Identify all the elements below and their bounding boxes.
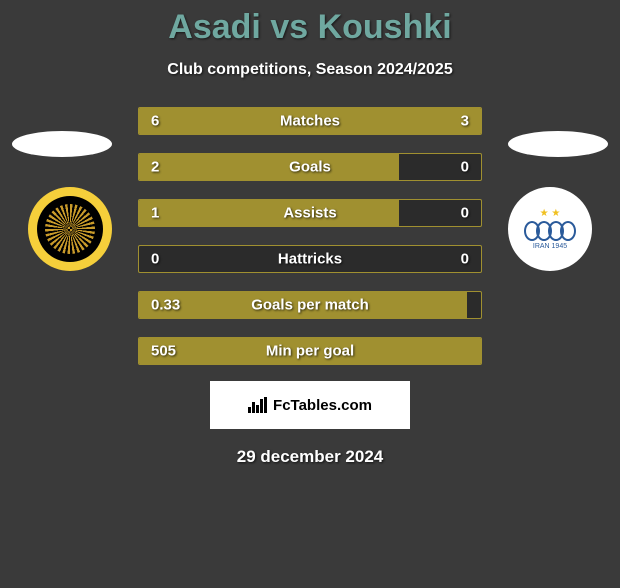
stat-label: Min per goal — [266, 343, 354, 360]
club-badge-right-stars: ★ ★ — [540, 208, 561, 219]
stat-value-left: 6 — [151, 113, 159, 130]
stats-container: 6 3 Matches 2 0 Goals 1 0 Assists 0 0 Hattricks 0.33… — [138, 107, 482, 365]
player-left-ellipse — [12, 131, 112, 157]
club-badge-left-inner: ܘܘ — [37, 196, 103, 262]
stat-bar-left — [139, 154, 399, 180]
stat-value-left: 505 — [151, 343, 176, 360]
stat-row: 6 3 Matches — [138, 107, 482, 135]
stat-label: Hattricks — [278, 251, 342, 268]
club-badge-right: ★ ★ IRAN 1945 — [508, 187, 592, 271]
footer-brand-text: FcTables.com — [273, 397, 372, 414]
stat-value-left: 0.33 — [151, 297, 180, 314]
stat-row: 2 0 Goals — [138, 153, 482, 181]
stat-value-right: 3 — [461, 113, 469, 130]
stat-row: 0.33 Goals per match — [138, 291, 482, 319]
stat-value-right: 0 — [461, 205, 469, 222]
stat-row: 505 Min per goal — [138, 337, 482, 365]
stat-label: Goals per match — [251, 297, 369, 314]
footer-brand-box: FcTables.com — [210, 381, 410, 429]
stat-value-left: 0 — [151, 251, 159, 268]
stat-bar-left — [139, 200, 399, 226]
page-title: Asadi vs Koushki — [0, 8, 620, 47]
stat-label: Assists — [283, 205, 336, 222]
stat-label: Matches — [280, 113, 340, 130]
player-right-ellipse — [508, 131, 608, 157]
club-badge-left: ܘܘ — [28, 187, 112, 271]
stat-row: 0 0 Hattricks — [138, 245, 482, 273]
page-subtitle: Club competitions, Season 2024/2025 — [0, 61, 620, 79]
club-badge-left-rays — [45, 204, 95, 254]
stat-value-left: 2 — [151, 159, 159, 176]
club-badge-right-text: IRAN 1945 — [533, 243, 567, 250]
chart-icon — [248, 397, 267, 413]
stat-row: 1 0 Assists — [138, 199, 482, 227]
footer-date: 29 december 2024 — [0, 447, 620, 467]
stat-label: Goals — [289, 159, 331, 176]
ring-icon — [560, 221, 576, 241]
stat-value-right: 0 — [461, 159, 469, 176]
club-badge-right-rings — [526, 221, 574, 241]
stat-value-left: 1 — [151, 205, 159, 222]
stat-value-right: 0 — [461, 251, 469, 268]
